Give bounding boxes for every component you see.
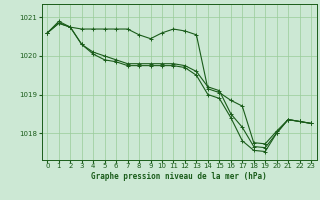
X-axis label: Graphe pression niveau de la mer (hPa): Graphe pression niveau de la mer (hPa) <box>91 172 267 181</box>
